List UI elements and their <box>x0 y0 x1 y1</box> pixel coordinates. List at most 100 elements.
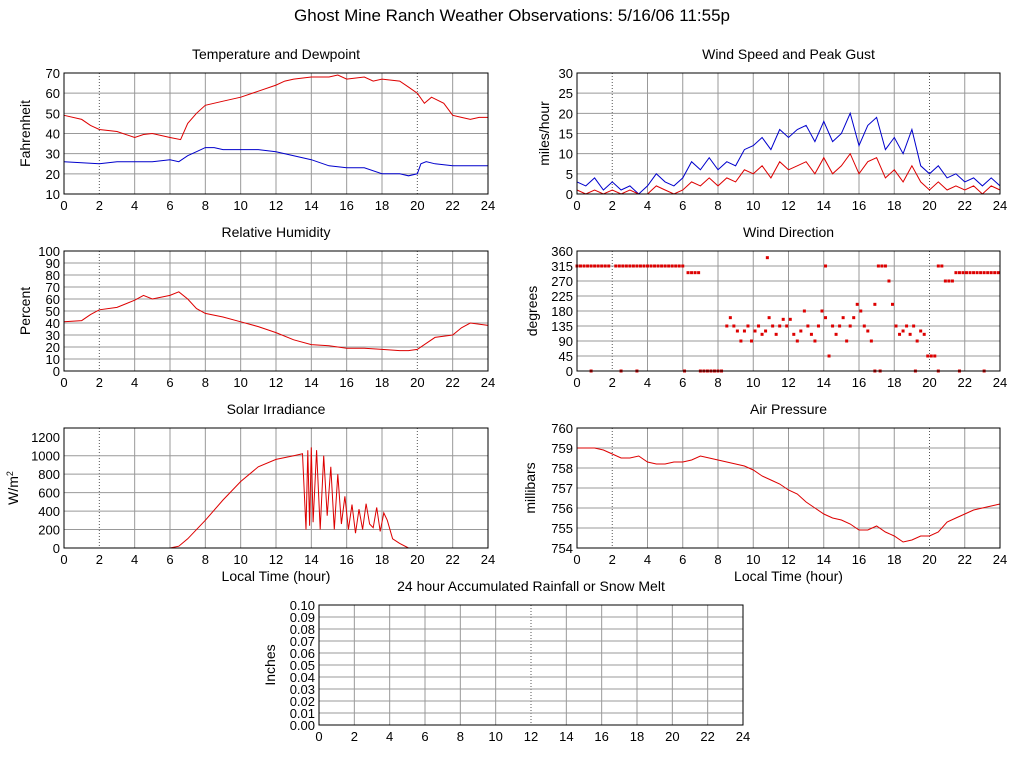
solar-x-tick-label: 8 <box>202 552 209 567</box>
dir-point <box>607 264 611 268</box>
rain-y-axis-label: Inches <box>262 644 278 685</box>
dir-point <box>943 279 947 283</box>
dir-point <box>795 339 799 343</box>
temp-x-tick-label: 12 <box>269 198 283 213</box>
rh-chart-title: Relative Humidity <box>222 224 331 240</box>
dir-point <box>593 264 597 268</box>
dir-point <box>848 324 852 328</box>
pressure-y-tick-label: 759 <box>551 441 573 456</box>
dir-point <box>908 332 912 336</box>
dir-x-tick-label: 6 <box>679 375 686 390</box>
dir-point <box>725 324 729 328</box>
dir-point <box>799 329 803 333</box>
dir-y-tick-label: 360 <box>551 244 573 259</box>
rain-chart-title: 24 hour Accumulated Rainfall or Snow Mel… <box>397 578 665 594</box>
temp-y-tick-label: 20 <box>46 167 60 182</box>
wind-x-tick-label: 6 <box>679 198 686 213</box>
dir-point <box>778 324 782 328</box>
pressure-y-tick-label: 760 <box>551 421 573 436</box>
rh-x-tick-label: 2 <box>96 375 103 390</box>
pressure-y-tick-label: 756 <box>551 501 573 516</box>
solar-x-tick-label: 24 <box>481 552 495 567</box>
dir-point <box>656 264 660 268</box>
rh-x-tick-label: 14 <box>304 375 318 390</box>
dir-point <box>753 329 757 333</box>
temp-x-tick-label: 24 <box>481 198 495 213</box>
solar-y-tick-label: 800 <box>38 467 60 482</box>
solar-x-tick-label: 4 <box>131 552 138 567</box>
rh-y-tick-label: 80 <box>46 268 60 283</box>
dir-point <box>979 271 983 275</box>
dir-point <box>596 264 600 268</box>
dir-y-tick-label: 315 <box>551 259 573 274</box>
dir-point <box>579 264 583 268</box>
rain-y-tick-label: 0.07 <box>290 634 315 649</box>
wind-y-tick-label: 20 <box>559 106 573 121</box>
dir-point <box>670 264 674 268</box>
rh-y-tick-label: 10 <box>46 352 60 367</box>
pressure-x-tick-label: 12 <box>781 552 795 567</box>
temp-x-tick-label: 10 <box>233 198 247 213</box>
solar-irradiance-chart: 0 2 4 6 8 10 12 14 16 18 20 22 240200400600800100012… <box>5 401 495 584</box>
dir-point <box>936 264 940 268</box>
dir-point <box>582 264 586 268</box>
rain-x-tick-label: 16 <box>594 729 608 744</box>
dir-point <box>890 302 894 306</box>
dir-point <box>806 324 810 328</box>
rh-y-tick-label: 60 <box>46 292 60 307</box>
temp-x-tick-label: 14 <box>304 198 318 213</box>
dir-point <box>898 332 902 336</box>
dir-x-tick-label: 18 <box>887 375 901 390</box>
rain-x-tick-label: 8 <box>457 729 464 744</box>
dir-point <box>905 324 909 328</box>
dir-x-tick-label: 0 <box>573 375 580 390</box>
solar-y-tick-label: 600 <box>38 486 60 501</box>
dir-point <box>813 339 817 343</box>
rain-y-tick-label: 0.10 <box>290 598 315 613</box>
solar-y-tick-label: 1000 <box>31 449 60 464</box>
dir-point <box>831 324 835 328</box>
rain-frame <box>318 604 744 726</box>
solar-y-tick-label: 200 <box>38 523 60 538</box>
dir-point <box>809 332 813 336</box>
dir-point <box>690 271 694 275</box>
dir-point <box>841 316 845 320</box>
dir-point <box>728 316 732 320</box>
rainfall-chart: 0 2 4 6 8 10 12 14 16 18 20 22 240.000.010.020.030.0… <box>262 578 750 744</box>
temp-y-tick-label: 40 <box>46 127 60 142</box>
rain-x-tick-label: 0 <box>315 729 322 744</box>
solar-x-tick-label: 20 <box>410 552 424 567</box>
solar-y-tick-label: 1200 <box>31 430 60 445</box>
rain-x-tick-label: 18 <box>630 729 644 744</box>
wind-x-tick-label: 0 <box>573 198 580 213</box>
wind-x-tick-label: 10 <box>746 198 760 213</box>
rh-x-tick-label: 16 <box>339 375 353 390</box>
dir-point <box>646 264 649 268</box>
dir-point <box>600 264 604 268</box>
solar-x-axis-label: Local Time (hour) <box>222 568 331 584</box>
temp-x-tick-label: 20 <box>410 198 424 213</box>
dir-point <box>855 302 859 306</box>
wind-x-tick-label: 18 <box>887 198 901 213</box>
dir-point <box>827 354 831 358</box>
wind-series-line-0 <box>576 111 1001 195</box>
solar-x-tick-label: 2 <box>96 552 103 567</box>
temp-x-tick-label: 0 <box>60 198 67 213</box>
dir-point <box>767 316 771 320</box>
rain-x-tick-label: 10 <box>488 729 502 744</box>
dir-point <box>996 271 1000 275</box>
wind-direction-chart: 0 2 4 6 8 10 12 14 16 18 20 22 240459013518022527031… <box>524 224 1007 390</box>
rain-x-tick-label: 24 <box>736 729 750 744</box>
dir-point <box>674 264 678 268</box>
dir-point <box>933 354 937 358</box>
dir-x-tick-label: 2 <box>609 375 616 390</box>
wind-x-tick-label: 22 <box>958 198 972 213</box>
pressure-chart-title: Air Pressure <box>750 401 827 417</box>
pressure-y-axis-label: millibars <box>522 462 538 513</box>
solar-x-tick-label: 0 <box>60 552 67 567</box>
solar-x-tick-label: 16 <box>339 552 353 567</box>
dir-point <box>781 317 785 321</box>
dir-point <box>638 264 642 268</box>
dir-point <box>614 264 618 268</box>
